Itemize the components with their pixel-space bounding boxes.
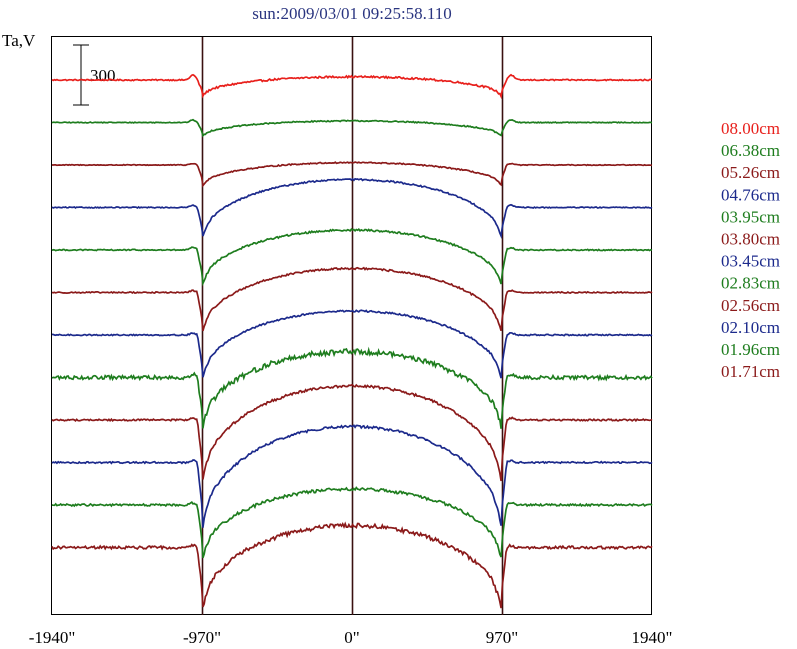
scale-bar-label: 300 (90, 66, 116, 85)
series-line-7 (51, 346, 653, 429)
series-line-4 (51, 227, 653, 287)
legend-entry-2: 05.26cm (721, 163, 780, 182)
legend-entry-7: 02.83cm (721, 274, 780, 293)
legend-entry-11: 01.71cm (721, 362, 780, 381)
series-line-6 (51, 309, 653, 379)
x-tick-labels: -1940" -970" 0" 970" 1940" (29, 628, 673, 647)
y-axis-label: Ta,V (2, 31, 36, 50)
x-tick-label-1: -970" (183, 628, 221, 647)
series-lines (51, 73, 653, 609)
series-line-2 (52, 161, 653, 188)
scale-bar: 300 (73, 44, 116, 106)
legend-entry-5: 03.80cm (721, 230, 780, 249)
series-line-0 (51, 73, 653, 100)
legend-entry-10: 01.96cm (721, 340, 780, 359)
legend-entry-3: 04.76cm (721, 185, 780, 204)
legend-entry-0: 08.00cm (721, 119, 780, 138)
legend: 08.00cm 06.38cm 05.26cm 04.76cm 03.95cm 03.80… (721, 119, 780, 381)
series-line-5 (51, 266, 653, 332)
legend-entry-6: 03.45cm (721, 252, 780, 271)
series-line-11 (51, 521, 653, 609)
series-line-8 (51, 383, 653, 482)
legend-entry-9: 02.10cm (721, 318, 780, 337)
plot-frame (51, 36, 652, 615)
series-line-1 (51, 118, 653, 138)
legend-entry-4: 03.95cm (721, 207, 780, 226)
x-tick-label-4: 1940" (632, 628, 673, 647)
legend-entry-8: 02.56cm (721, 296, 780, 315)
chart-title: sun:2009/03/01 09:25:58.110 (252, 4, 452, 23)
series-line-9 (51, 424, 653, 528)
series-line-10 (51, 486, 653, 559)
series-line-3 (51, 177, 653, 240)
legend-entry-1: 06.38cm (721, 141, 780, 160)
x-tick-label-0: -1940" (29, 628, 76, 647)
x-tick-label-2: 0" (344, 628, 359, 647)
vertical-markers (201, 37, 504, 615)
x-tick-label-3: 970" (486, 628, 518, 647)
